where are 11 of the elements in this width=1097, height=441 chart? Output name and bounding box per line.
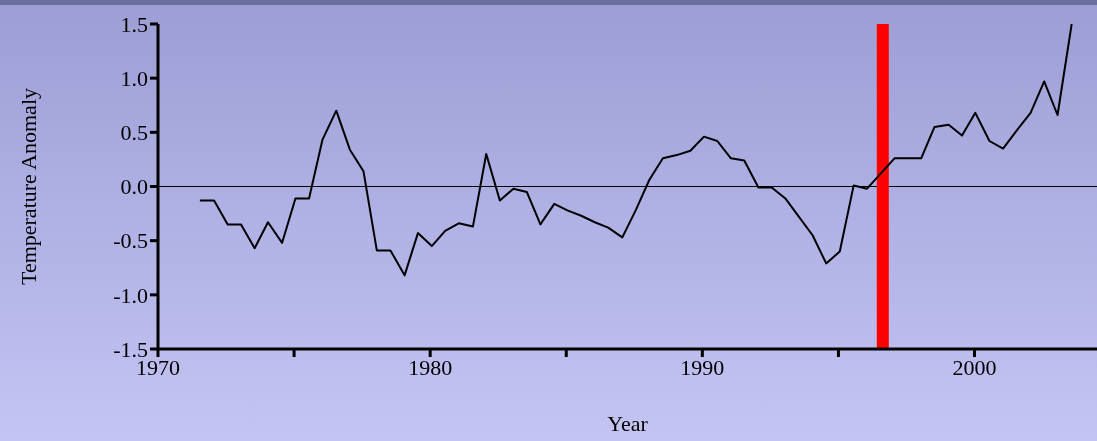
x-tick-label: 2000	[952, 354, 997, 380]
y-tick-label: -1.0	[113, 282, 148, 308]
y-tick-label: 1.5	[120, 11, 148, 37]
y-tick-label: 0.0	[120, 174, 148, 200]
y-tick-label: 1.0	[120, 65, 148, 91]
x-tick-label: 1980	[408, 354, 453, 380]
x-axis-title: Year	[607, 411, 649, 436]
y-tick-label: -0.5	[113, 228, 148, 254]
x-tick-label: 1990	[680, 354, 725, 380]
y-tick-label: 0.5	[120, 120, 148, 146]
y-axis-title: Temperature Anomaly	[15, 87, 41, 286]
